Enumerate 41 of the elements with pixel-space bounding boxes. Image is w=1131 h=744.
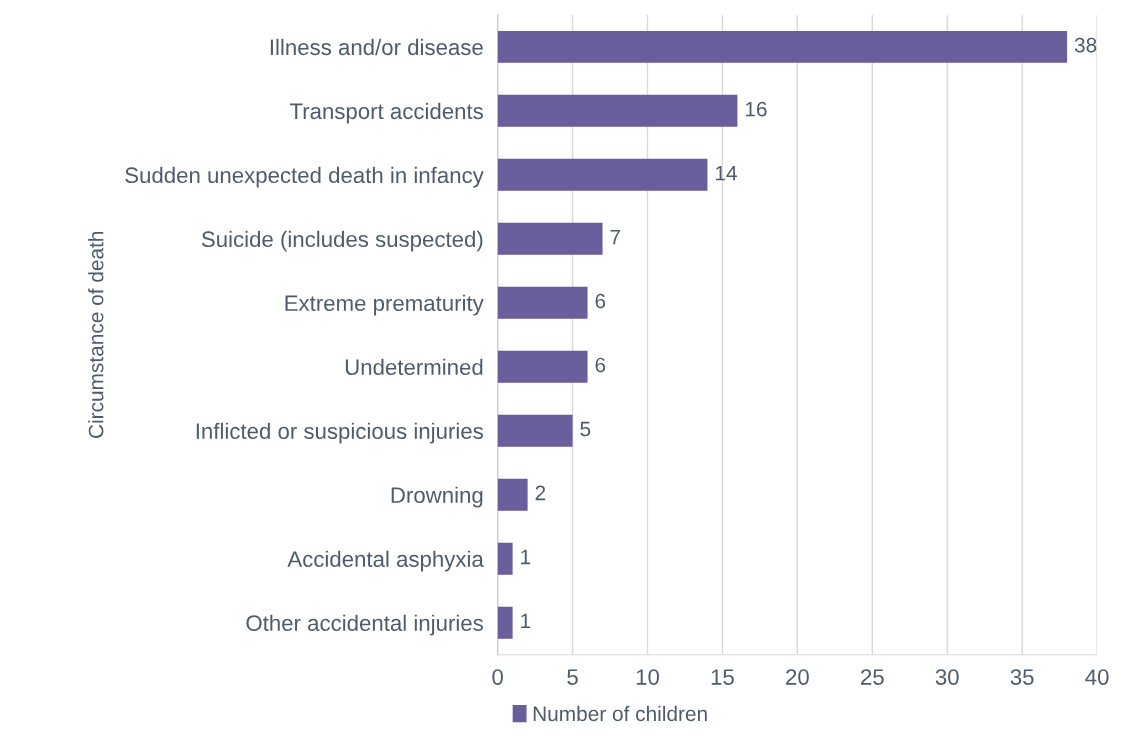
data-label: 6	[595, 357, 606, 373]
x-tick-label: 10	[636, 669, 659, 685]
y-tick-label: Drowning	[391, 486, 483, 508]
data-label: 5	[580, 421, 591, 437]
bar	[497, 606, 513, 639]
data-label: 1	[521, 613, 531, 629]
x-tick-label: 40	[1085, 669, 1109, 685]
x-tick-label: 5	[567, 669, 578, 685]
bar	[497, 414, 573, 447]
bar	[497, 286, 588, 319]
y-tick-label: Suicide (includes suspected)	[201, 230, 483, 252]
legend-label: Number of children	[533, 705, 707, 722]
y-axis-title: Circumstance of death	[88, 231, 104, 438]
data-label: 1	[521, 549, 531, 565]
x-tick-label: 15	[711, 669, 734, 685]
data-label: 14	[715, 165, 737, 181]
y-tick-label: Illness and/or disease	[270, 38, 483, 56]
data-label: 2	[535, 485, 546, 501]
bar	[497, 94, 738, 127]
x-tick-label: 35	[1010, 669, 1034, 685]
bar	[497, 478, 528, 511]
bar	[497, 222, 603, 255]
y-tick-label: Accidental asphyxia	[287, 550, 484, 572]
bar	[497, 350, 588, 383]
y-tick-label: Sudden unexpected death in infancy	[125, 166, 484, 188]
x-tick-label: 0	[492, 669, 503, 685]
bar	[497, 542, 513, 575]
y-tick-label: Other accidental injuries	[246, 614, 483, 636]
x-tick-label: 25	[861, 669, 884, 685]
x-tick-label: 20	[786, 669, 809, 685]
y-tick-label: Inflicted or suspicious injuries	[196, 422, 483, 444]
y-tick-label: Extreme prematurity	[285, 294, 484, 316]
bar	[497, 30, 1068, 63]
data-label: 7	[610, 229, 621, 245]
y-tick-label: Transport accidents	[289, 102, 483, 124]
y-tick-label: Undetermined	[345, 358, 483, 376]
data-label: 6	[595, 293, 606, 309]
bar	[497, 158, 708, 191]
data-label: 16	[745, 101, 767, 117]
x-tick-label: 30	[935, 669, 959, 685]
data-label: 38	[1074, 37, 1097, 53]
